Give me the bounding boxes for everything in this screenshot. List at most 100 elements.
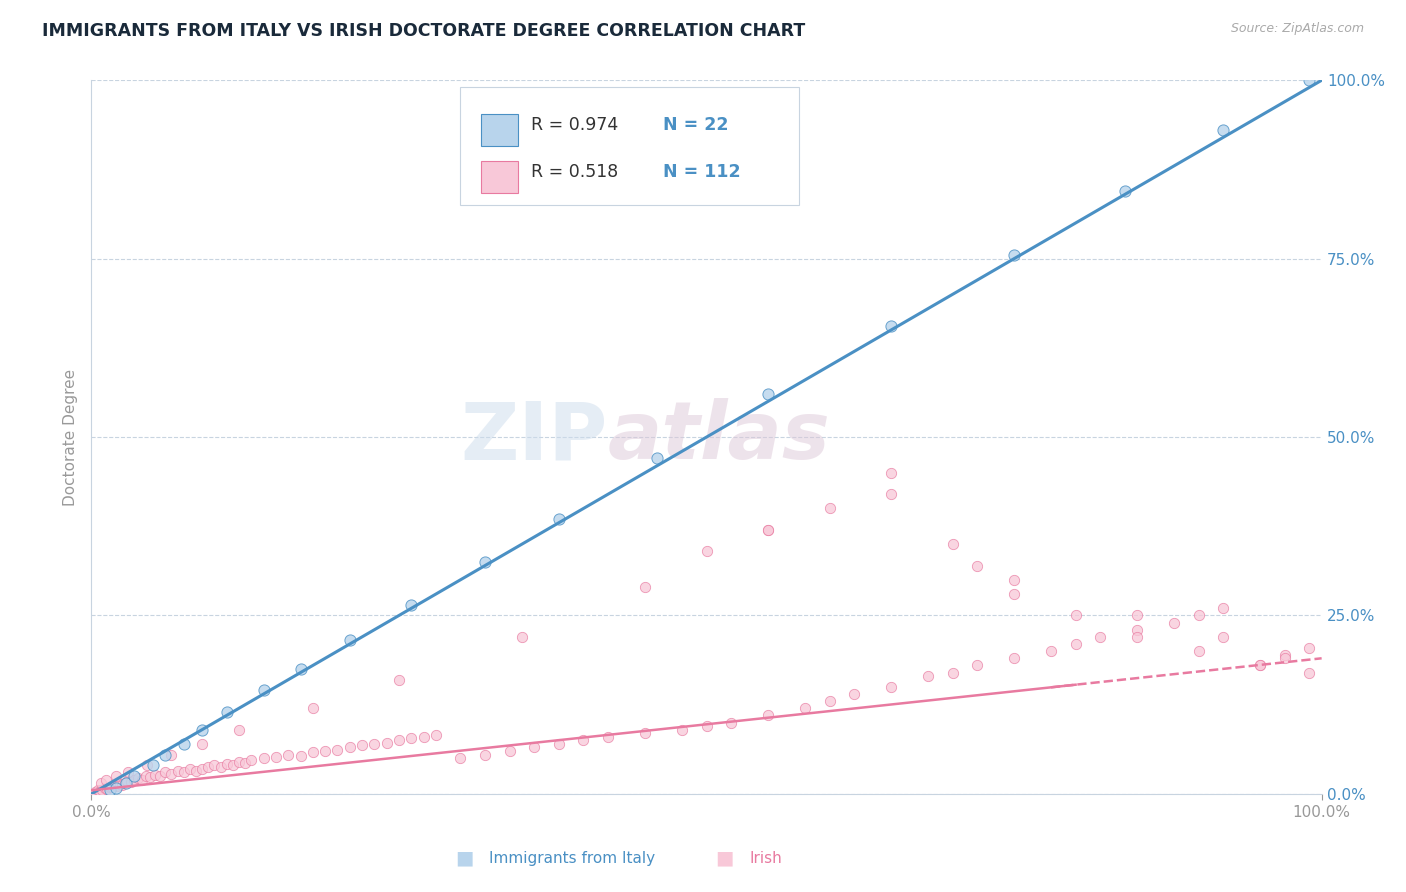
Point [290,749,312,764]
Point [1114,184,1136,198]
Point [1126,630,1149,644]
Point [1274,648,1296,662]
Point [111,778,134,792]
Point [941,537,963,551]
FancyBboxPatch shape [460,87,799,205]
Point [645,451,669,466]
Point [277,747,299,762]
Point [240,753,263,767]
Point [96,772,117,787]
Point [412,730,434,744]
Point [173,737,195,751]
Point [1187,644,1209,658]
Point [91,782,114,797]
Point [104,778,127,792]
Point [127,771,149,785]
Point [399,731,422,746]
Point [94,781,117,796]
Point [510,630,533,644]
Point [197,760,219,774]
Point [264,749,287,764]
Point [1002,573,1025,587]
Point [84,785,107,799]
Text: IMMIGRANTS FROM ITALY VS IRISH DOCTORATE DEGREE CORRELATION CHART: IMMIGRANTS FROM ITALY VS IRISH DOCTORATE… [42,22,806,40]
Point [160,767,183,781]
Point [1126,608,1149,623]
Point [1039,644,1063,658]
Point [215,756,238,771]
Point [720,715,742,730]
Point [1126,623,1149,637]
Point [1088,630,1111,644]
Point [548,512,571,526]
Point [756,523,779,537]
Point [98,783,121,797]
Text: Source: ZipAtlas.com: Source: ZipAtlas.com [1230,22,1364,36]
Point [339,740,361,755]
Point [548,737,571,751]
Point [1212,123,1234,137]
Point [301,746,323,760]
Point [228,723,250,737]
Point [880,487,903,501]
Point [1249,658,1271,673]
Point [880,319,903,334]
Point [253,683,276,698]
Point [149,769,172,783]
Point [215,705,238,719]
Point [966,558,988,573]
Point [1163,615,1185,630]
Point [880,680,903,694]
Point [135,769,157,783]
Point [202,758,225,772]
Point [388,673,411,687]
Text: R = 0.518: R = 0.518 [530,162,617,180]
Text: atlas: atlas [607,398,831,476]
Point [1002,248,1025,262]
Point [191,737,214,751]
Point [173,765,195,780]
Point [96,781,118,796]
Point [105,779,128,793]
Text: R = 0.974: R = 0.974 [530,116,617,134]
Text: N = 22: N = 22 [664,116,728,134]
Point [166,764,188,778]
Point [114,776,136,790]
Point [818,694,841,708]
Point [209,760,232,774]
Point [756,523,779,537]
Point [1212,601,1234,615]
Point [1002,651,1025,665]
Point [695,719,717,733]
Point [139,771,162,785]
Point [101,780,124,795]
Point [474,747,496,762]
Point [941,665,963,680]
FancyBboxPatch shape [481,114,519,146]
Point [86,783,108,797]
Point [233,756,256,771]
FancyBboxPatch shape [481,161,519,193]
Point [222,758,245,772]
Point [124,769,146,783]
Point [1298,665,1320,680]
Text: N = 112: N = 112 [664,162,741,180]
Point [117,765,139,780]
Point [917,669,939,683]
Point [818,501,841,516]
Point [523,740,546,755]
Point [290,662,312,676]
Point [352,739,374,753]
Point [671,723,693,737]
Point [108,777,131,791]
Point [131,773,153,788]
Point [153,765,177,780]
Point [124,772,146,787]
Point [89,784,111,798]
Point [756,387,779,401]
Point [399,598,422,612]
Point [301,701,323,715]
Point [596,730,619,744]
Point [314,744,336,758]
Point [363,737,385,751]
